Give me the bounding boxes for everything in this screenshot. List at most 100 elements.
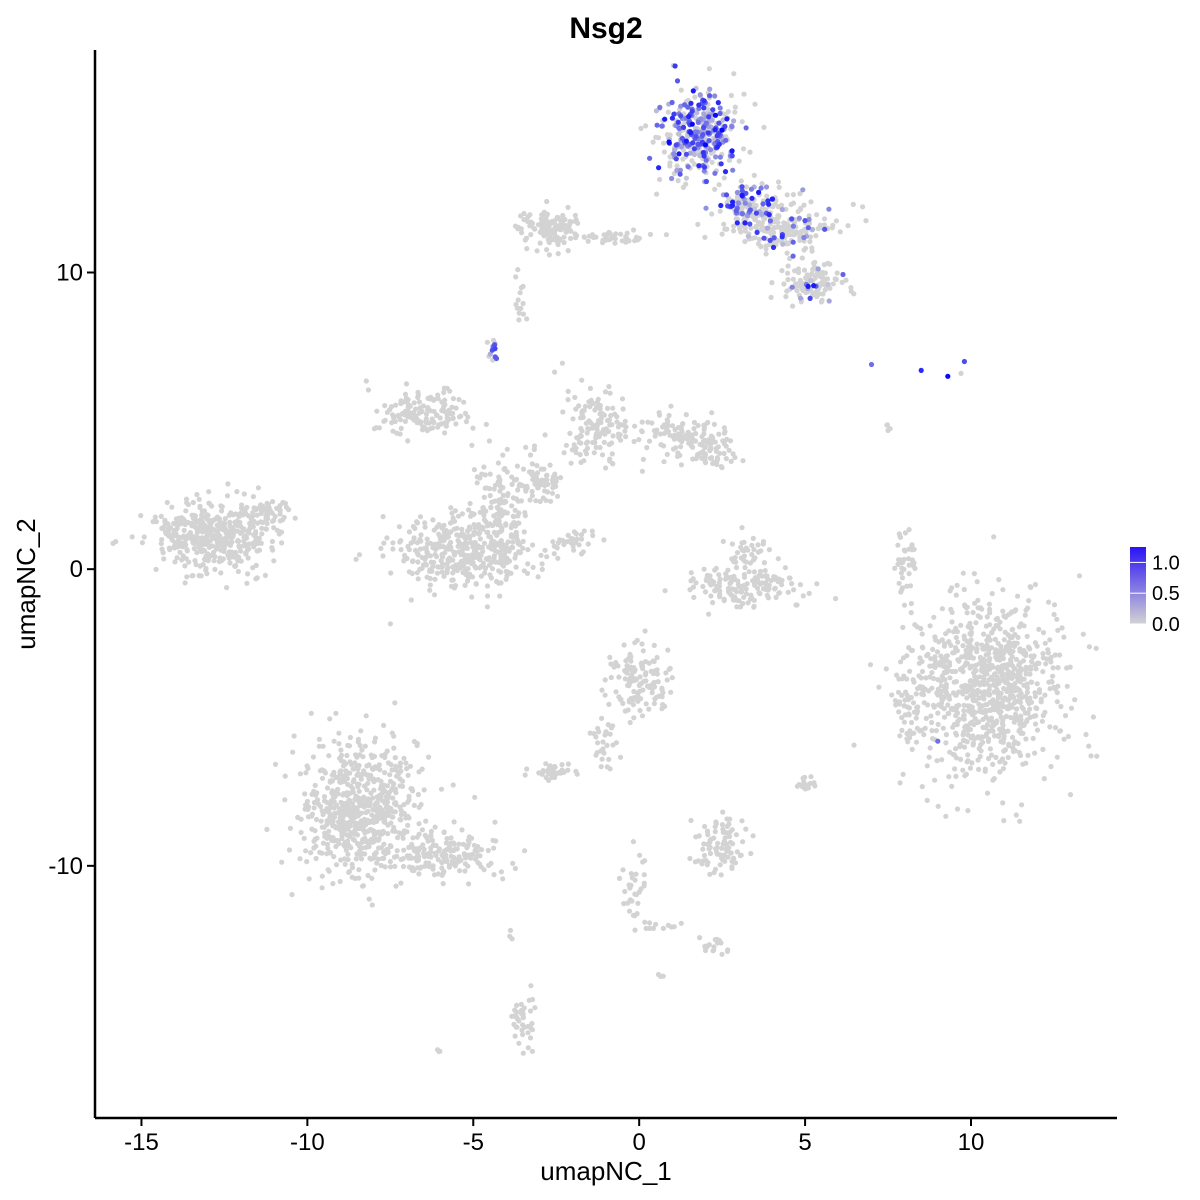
cell-point	[236, 543, 242, 549]
cell-point	[713, 819, 719, 825]
cell-point	[303, 848, 309, 854]
cell-point	[520, 1050, 526, 1056]
cell-point	[664, 677, 670, 683]
expressing-cell-point	[697, 152, 703, 158]
cell-point	[1003, 713, 1009, 719]
cell-point	[449, 411, 455, 417]
cell-point	[449, 404, 455, 410]
cell-point	[347, 833, 353, 840]
cell-point	[190, 573, 196, 579]
cell-point	[557, 226, 563, 232]
cell-point	[601, 439, 607, 445]
cell-point	[766, 547, 773, 553]
cell-point	[952, 766, 958, 772]
cell-point	[663, 670, 669, 676]
cell-point	[503, 568, 509, 575]
cell-point	[264, 520, 270, 527]
cell-point	[998, 643, 1004, 650]
cell-point	[909, 746, 915, 753]
cell-point	[706, 611, 712, 617]
cell-point	[467, 500, 473, 507]
cell-point	[439, 865, 445, 871]
cell-point	[953, 679, 960, 685]
expressing-cell-point	[746, 202, 753, 208]
cell-point	[723, 573, 730, 579]
cell-point	[785, 263, 791, 269]
cell-point	[205, 551, 211, 557]
cell-point	[225, 481, 231, 487]
cell-point	[243, 510, 249, 516]
cell-point	[733, 564, 740, 571]
cell-point	[997, 619, 1003, 625]
cell-point	[522, 237, 528, 243]
cell-point	[991, 534, 997, 540]
cell-point	[668, 689, 674, 695]
cell-point	[439, 525, 445, 531]
cell-point	[997, 759, 1003, 765]
cell-point	[909, 561, 915, 567]
cell-point	[359, 800, 365, 807]
cell-point	[464, 545, 470, 551]
expressing-cell-point	[789, 284, 795, 290]
cell-point	[515, 267, 521, 273]
cell-point	[961, 586, 967, 593]
cell-point	[346, 869, 352, 876]
cell-point	[565, 388, 571, 394]
cell-point	[500, 452, 506, 458]
cell-point	[699, 442, 705, 448]
expressing-cell-point	[672, 147, 678, 153]
cell-point	[732, 104, 738, 110]
cell-point	[513, 529, 519, 536]
cell-point	[719, 951, 725, 957]
expressing-cell-point	[800, 187, 806, 193]
cell-point	[801, 202, 807, 208]
cell-point	[622, 708, 628, 714]
legend-colorbar	[1130, 547, 1146, 624]
cell-point	[422, 520, 428, 526]
cell-point	[743, 559, 749, 565]
cell-point	[1038, 696, 1044, 702]
cell-point	[1015, 593, 1021, 599]
cell-point	[637, 852, 643, 858]
cell-point	[431, 559, 437, 566]
cell-point	[968, 678, 974, 684]
cell-point	[970, 609, 976, 616]
cell-point	[618, 437, 624, 443]
cell-point	[497, 488, 503, 494]
cell-point	[761, 124, 767, 130]
cell-point	[672, 427, 678, 433]
cell-point	[335, 786, 341, 792]
cell-point	[382, 403, 388, 409]
cell-point	[728, 92, 735, 99]
cell-point	[630, 227, 637, 233]
cell-point	[262, 572, 268, 579]
cell-point	[408, 597, 414, 603]
cell-point	[520, 1031, 526, 1038]
cell-point	[1034, 727, 1041, 733]
cell-point	[697, 935, 703, 941]
cell-point	[900, 771, 906, 777]
cell-point	[356, 867, 362, 873]
cell-point	[395, 412, 401, 418]
cell-point	[1022, 612, 1028, 618]
cell-point	[700, 846, 706, 852]
cell-point	[355, 820, 361, 827]
cell-point	[1015, 677, 1021, 683]
cell-point	[953, 646, 959, 653]
cell-point	[559, 762, 565, 768]
cell-point	[1001, 748, 1007, 754]
cell-point	[612, 240, 618, 246]
cell-point	[168, 525, 174, 531]
cell-point	[555, 555, 561, 561]
cell-point	[406, 569, 412, 575]
cell-point	[388, 570, 394, 576]
cell-point	[324, 851, 330, 857]
cell-point	[935, 721, 941, 728]
cell-point	[1080, 631, 1086, 637]
cell-point	[613, 740, 620, 746]
cell-point	[365, 808, 371, 814]
cell-point	[508, 532, 515, 538]
cell-point	[996, 577, 1002, 583]
cell-point	[465, 863, 471, 869]
cell-point	[932, 634, 938, 640]
